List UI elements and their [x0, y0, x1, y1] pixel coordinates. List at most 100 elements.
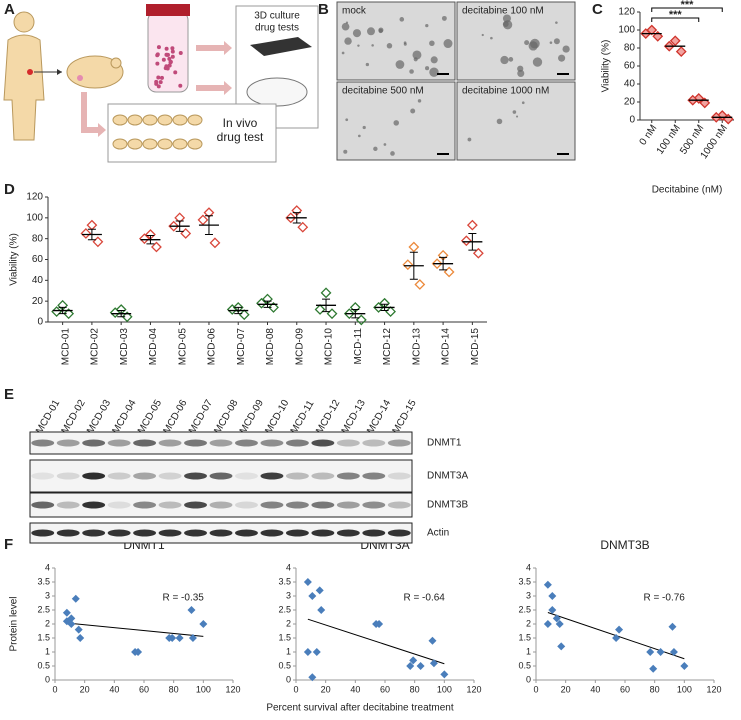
data-point: [649, 664, 658, 673]
data-point: [431, 258, 443, 270]
y-tick-label: 1.5: [278, 632, 291, 642]
spheroid: [555, 21, 558, 24]
y-tick-label: 1: [526, 646, 531, 656]
x-tick-label: 20: [321, 684, 331, 694]
spheroid: [529, 38, 540, 49]
y-tick-label: 1: [286, 646, 291, 656]
cell: [178, 50, 183, 55]
data-point: [472, 247, 484, 259]
data-point: [375, 620, 384, 628]
spheroid: [341, 22, 350, 31]
x-tick-label: 20: [561, 684, 571, 694]
blot-band: [107, 439, 131, 447]
blot-band: [387, 501, 411, 509]
lane-label: MCD-09: [238, 398, 266, 436]
y-tick-label: 0: [526, 674, 531, 684]
data-point: [402, 259, 414, 271]
spheroid: [496, 118, 503, 125]
data-point: [86, 219, 98, 231]
lane-label: MCD-13: [340, 398, 368, 436]
spheroid: [553, 38, 560, 45]
data-point: [314, 304, 326, 315]
mouse-icon: [172, 138, 188, 150]
panel-b-frames: [336, 1, 576, 161]
blot-band: [387, 439, 411, 447]
significance-label: ***: [669, 9, 683, 21]
data-point: [416, 662, 425, 670]
y-tick-label: 0: [45, 674, 50, 684]
micrograph-label: mock: [342, 6, 367, 17]
cell: [167, 56, 172, 61]
x-tick-label: 0 nM: [638, 123, 660, 148]
panel-label: B: [318, 1, 329, 18]
error-bar: [263, 300, 272, 308]
panel-label: D: [4, 181, 15, 198]
blot-band: [31, 501, 55, 509]
data-point: [317, 606, 326, 614]
x-tick-label: 40: [590, 684, 600, 694]
y-tick-label: 1.5: [518, 632, 531, 642]
mouse-icon: [127, 138, 143, 150]
y-tick-label: 2.5: [37, 604, 50, 614]
cell: [164, 46, 169, 51]
x-tick-label: MCD-03: [119, 328, 130, 366]
error-bar: [468, 232, 477, 251]
data-point: [543, 580, 552, 589]
y-tick-label: 20: [624, 97, 636, 108]
data-point: [175, 634, 184, 642]
y-tick-label: 2.5: [518, 604, 531, 614]
spheroid: [357, 134, 361, 138]
data-point: [669, 648, 678, 656]
data-point: [555, 620, 564, 628]
lane-label: MCD-07: [187, 398, 215, 436]
data-point: [92, 236, 104, 248]
spheroid: [481, 33, 484, 37]
data-point: [460, 235, 472, 247]
data-point: [675, 46, 687, 58]
data-point: [139, 233, 150, 245]
x-tick-label: 100: [437, 684, 452, 694]
spheroid: [425, 66, 430, 71]
data-point: [297, 221, 309, 233]
blot-band: [82, 472, 106, 480]
spheroid: [562, 45, 570, 53]
spheroid: [365, 62, 370, 67]
mouse-icon: [112, 114, 128, 126]
y-tick-label: 60: [624, 61, 636, 72]
x-tick-label: MCD-05: [177, 328, 188, 366]
spheroid: [352, 29, 362, 38]
spheroid: [443, 39, 453, 49]
x-tick-label: 0: [293, 684, 298, 694]
lane-label: MCD-10: [263, 398, 291, 436]
lane-label: MCD-12: [314, 398, 342, 436]
cell: [161, 57, 166, 62]
y-tick-label: 2: [45, 618, 50, 628]
data-point: [62, 608, 71, 617]
y-tick-label: 3: [45, 590, 50, 600]
x-tick-label: 0: [52, 684, 57, 694]
spheroid: [399, 17, 405, 22]
error-bar: [204, 215, 213, 235]
cell: [155, 61, 160, 66]
spheroid: [409, 69, 414, 74]
blot-band: [235, 472, 258, 480]
error-bar: [292, 212, 301, 224]
significance-bracket: [651, 17, 700, 22]
blot-band: [158, 529, 182, 537]
spheroid: [524, 40, 530, 46]
data-point: [168, 220, 180, 232]
error-bar: [117, 310, 126, 318]
lane-label: MCD-05: [136, 398, 164, 436]
cell: [167, 63, 172, 68]
panel-label: A: [4, 1, 15, 18]
y-tick-label: 1: [45, 646, 50, 656]
spheroid: [393, 120, 400, 126]
y-tick-label: 2: [286, 618, 291, 628]
y-tick-label: 3.5: [37, 576, 50, 586]
lane-label: MCD-01: [34, 398, 62, 436]
f-y-axis-label: Protein level: [9, 596, 20, 651]
cell: [156, 45, 161, 50]
cell: [163, 66, 168, 71]
cell: [159, 75, 164, 80]
